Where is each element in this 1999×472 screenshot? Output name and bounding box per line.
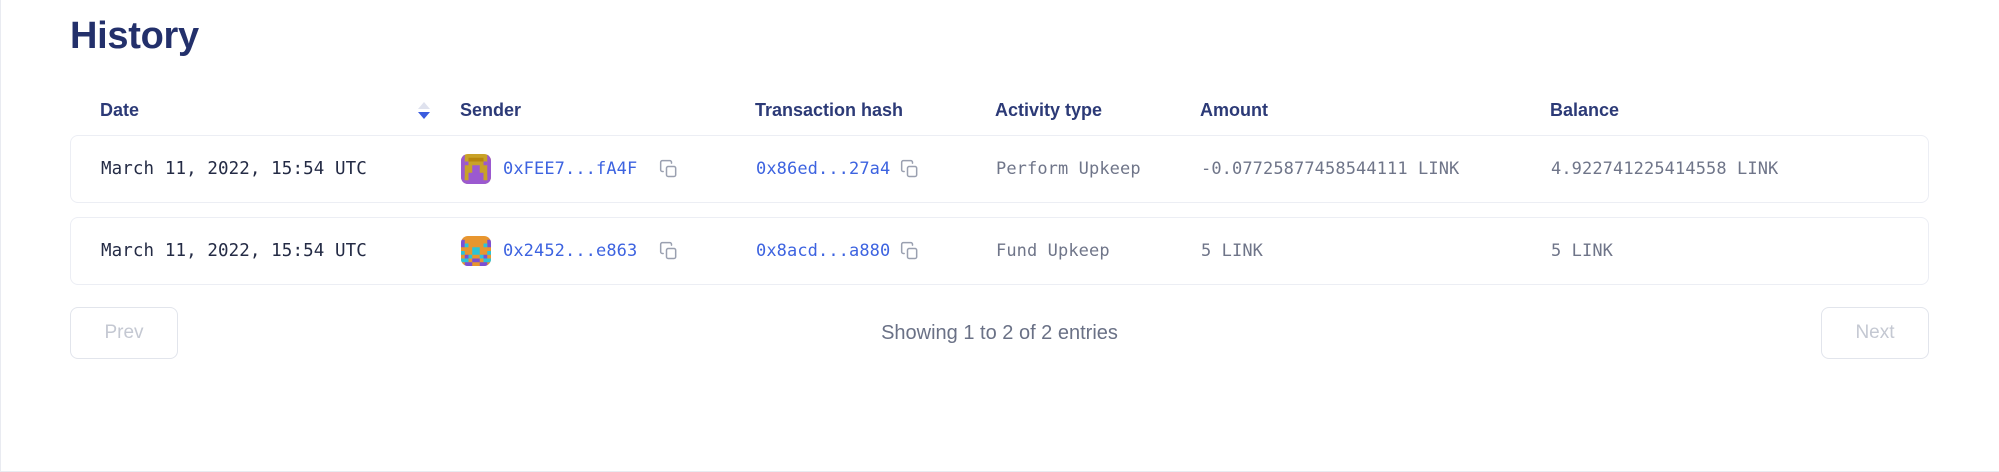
cell-transaction-hash: 0x8acd...a880 — [756, 241, 996, 261]
column-header-activity-type-label: Activity type — [995, 100, 1103, 120]
prev-page-button[interactable]: Prev — [70, 307, 178, 359]
pagination: Prev Showing 1 to 2 of 2 entries Next — [70, 307, 1929, 359]
column-header-sender: Sender — [460, 100, 755, 121]
cell-amount: -0.07725877458544111 LINK — [1201, 159, 1460, 179]
cell-amount: 5 LINK — [1201, 241, 1264, 261]
table-row[interactable]: March 11, 2022, 15:54 UTC — [70, 217, 1929, 285]
column-header-transaction-hash: Transaction hash — [755, 100, 995, 121]
column-header-amount: Amount — [1200, 100, 1550, 121]
sort-toggle-icon[interactable] — [418, 102, 430, 119]
next-page-button[interactable]: Next — [1820, 307, 1929, 359]
transaction-hash-link[interactable]: 0x8acd...a880 — [756, 241, 891, 261]
sort-descending-icon — [418, 112, 430, 119]
copy-icon[interactable] — [900, 241, 920, 261]
sender-address-link[interactable]: 0x2452...e863 — [503, 241, 638, 261]
sender-identicon-avatar — [461, 154, 491, 184]
column-header-date-label: Date — [100, 100, 140, 120]
cell-activity-type: Perform Upkeep — [996, 159, 1141, 179]
column-header-balance-label: Balance — [1550, 100, 1620, 120]
column-header-transaction-hash-label: Transaction hash — [755, 100, 904, 120]
left-divider — [0, 0, 1, 472]
transaction-hash-link[interactable]: 0x86ed...27a4 — [756, 159, 891, 179]
column-header-sender-label: Sender — [460, 100, 522, 120]
table-header-row: Date Sender Transaction hash Activity ty… — [70, 100, 1929, 135]
cell-activity-type: Fund Upkeep — [996, 241, 1110, 261]
pagination-status: Showing 1 to 2 of 2 entries — [881, 321, 1118, 344]
column-header-date[interactable]: Date — [100, 100, 460, 121]
cell-balance: 4.922741225414558 LINK — [1551, 159, 1779, 179]
cell-balance: 5 LINK — [1551, 241, 1614, 261]
cell-sender: 0x2452...e863 — [461, 236, 756, 266]
history-table: Date Sender Transaction hash Activity ty… — [70, 100, 1929, 359]
copy-icon[interactable] — [659, 241, 679, 261]
cell-date: March 11, 2022, 15:54 UTC — [101, 159, 367, 179]
table-row[interactable]: March 11, 2022, 15:54 UTC — [70, 135, 1929, 203]
page-title: History — [70, 15, 199, 57]
cell-date: March 11, 2022, 15:54 UTC — [101, 241, 367, 261]
sender-address-link[interactable]: 0xFEE7...fA4F — [503, 159, 638, 179]
column-header-balance: Balance — [1550, 100, 1899, 121]
cell-sender: 0xFEE7...fA4F — [461, 154, 756, 184]
copy-icon[interactable] — [659, 159, 679, 179]
sort-ascending-icon — [418, 102, 430, 109]
column-header-activity-type: Activity type — [995, 100, 1200, 121]
column-header-amount-label: Amount — [1200, 100, 1268, 120]
copy-icon[interactable] — [900, 159, 920, 179]
sender-identicon-avatar — [461, 236, 491, 266]
cell-transaction-hash: 0x86ed...27a4 — [756, 159, 996, 179]
